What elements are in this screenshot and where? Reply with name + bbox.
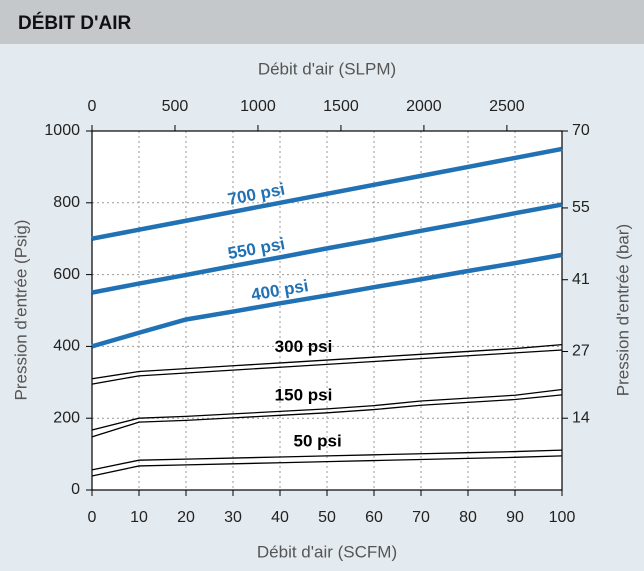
- series-line: [91, 343, 563, 380]
- x-tick-label: 20: [177, 509, 195, 526]
- y-tick-label: 600: [53, 266, 80, 283]
- y2-tick-label: 41: [572, 271, 590, 288]
- x-tick-label: 0: [88, 509, 97, 526]
- y-tick-label: 200: [53, 409, 80, 426]
- y2-tick-label: 27: [572, 343, 590, 360]
- x2-tick-label: 1000: [240, 98, 276, 115]
- series-line: [91, 455, 563, 477]
- x-tick-label: 80: [459, 509, 477, 526]
- x2-tick-label: 500: [162, 98, 189, 115]
- series-label: 150 psi: [275, 386, 333, 405]
- x-tick-label: 90: [506, 509, 524, 526]
- series-line: [91, 449, 563, 471]
- x2-tick-label: 1500: [323, 98, 359, 115]
- y2-tick-label: 55: [572, 199, 590, 216]
- y-tick-label: 400: [53, 338, 80, 355]
- y-tick-label: 800: [53, 194, 80, 211]
- series-line: [91, 202, 563, 295]
- series-line: [91, 146, 563, 241]
- x2-tick-label: 2500: [489, 98, 525, 115]
- x2-axis-label: Débit d'air (SLPM): [258, 59, 396, 78]
- plot-area: [92, 131, 562, 490]
- series-line: [91, 252, 563, 349]
- series-line: [91, 388, 563, 431]
- y-tick-label: 1000: [44, 122, 80, 139]
- plot-frame: [91, 130, 563, 491]
- y2-tick-label: 14: [572, 409, 590, 426]
- series-line: [91, 394, 563, 438]
- x-tick-label: 50: [318, 509, 336, 526]
- x-tick-label: 40: [271, 509, 289, 526]
- series-label: 50 psi: [293, 432, 341, 451]
- x2-tick-label: 2000: [406, 98, 442, 115]
- x-axis-label: Débit d'air (SCFM): [257, 542, 397, 561]
- x2-tick-label: 0: [88, 98, 97, 115]
- header-bar: [0, 0, 644, 44]
- chart-title: DÉBIT D'AIR: [18, 12, 132, 34]
- x-tick-label: 60: [365, 509, 383, 526]
- x-tick-label: 70: [412, 509, 430, 526]
- y2-axis-label: Pression d'entrée (bar): [613, 224, 632, 396]
- series-label: 300 psi: [275, 337, 333, 356]
- y2-tick-label: 70: [572, 122, 590, 139]
- x-tick-label: 10: [130, 509, 148, 526]
- series-line: [91, 349, 563, 385]
- y-axis-label: Pression d'entrée (Psig): [11, 220, 30, 401]
- y-tick-label: 0: [71, 481, 80, 498]
- x-tick-label: 100: [549, 509, 576, 526]
- x-tick-label: 30: [224, 509, 242, 526]
